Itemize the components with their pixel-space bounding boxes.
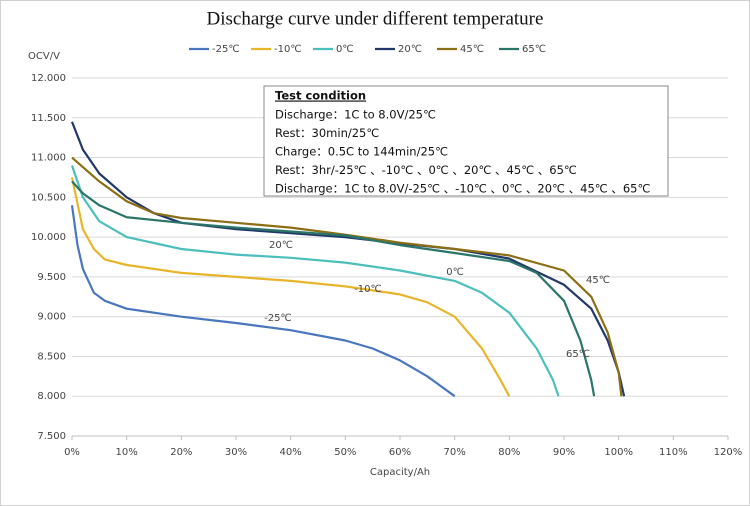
x-tick-label: 50% <box>334 447 356 458</box>
x-tick-label: 40% <box>280 447 302 458</box>
text-box-line: Discharge：1C to 8.0V/-25℃ 、-10℃ 、0℃ 、20℃… <box>275 182 650 196</box>
x-tick-label: 0% <box>64 447 80 458</box>
line-series <box>71 180 596 397</box>
y-tick-label: 12.000 <box>31 73 66 84</box>
y-tick-label: 11.500 <box>31 113 66 124</box>
text-box-line: Rest：3hr/-25℃ 、-10℃ 、0℃ 、20℃ 、45℃ 、65℃ <box>275 163 577 177</box>
annotation: 0℃ <box>446 267 464 278</box>
legend-label: 20℃ <box>398 44 422 55</box>
line-series <box>70 205 456 398</box>
y-tick-label: 11.000 <box>31 153 66 164</box>
x-tick-label: 20% <box>170 447 192 458</box>
text-box-line: Discharge：1C to 8.0V/25℃ <box>275 108 436 122</box>
y-tick-label: 9.000 <box>37 312 66 323</box>
line-series <box>71 156 623 397</box>
x-tick-label: 120% <box>714 447 743 458</box>
line-series <box>70 121 626 397</box>
x-tick-label: 100% <box>604 447 633 458</box>
y-tick-label: 10.500 <box>31 192 66 203</box>
legend-label: -10℃ <box>274 44 302 55</box>
text-box-line: Rest：30min/25℃ <box>275 126 379 140</box>
legend-label: 65℃ <box>522 44 546 55</box>
text-box <box>263 85 669 197</box>
text-box-line: Charge：0.5C to 144min/25℃ <box>275 145 448 159</box>
line-series <box>70 165 560 397</box>
y-tick-label: 8.000 <box>37 391 66 402</box>
x-tick-label: 110% <box>659 447 688 458</box>
line-series <box>70 177 511 397</box>
annotation: 65℃ <box>566 349 590 360</box>
chart-title: Discharge curve under different temperat… <box>207 8 544 29</box>
x-tick-label: 80% <box>498 447 520 458</box>
y-tick-label: 9.500 <box>37 272 66 283</box>
annotation: -10℃ <box>354 284 382 295</box>
y-tick-label: 10.000 <box>31 232 66 243</box>
x-tick-label: 90% <box>553 447 575 458</box>
legend-label: 0℃ <box>336 44 354 55</box>
x-tick-label: 60% <box>389 447 411 458</box>
annotation: 20℃ <box>269 240 293 251</box>
x-axis-label: Capacity/Ah <box>370 467 430 478</box>
legend-label: -25℃ <box>212 44 240 55</box>
annotation: 45℃ <box>586 275 610 286</box>
annotation: -25℃ <box>264 313 292 324</box>
y-axis-label: OCV/V <box>28 51 60 62</box>
y-tick-label: 7.500 <box>37 431 66 442</box>
x-tick-label: 30% <box>225 447 247 458</box>
x-tick-label: 10% <box>116 447 138 458</box>
x-tick-label: 70% <box>444 447 466 458</box>
text-box-title: Test condition <box>275 89 366 103</box>
legend-label: 45℃ <box>460 44 484 55</box>
y-tick-label: 8.500 <box>37 351 66 362</box>
